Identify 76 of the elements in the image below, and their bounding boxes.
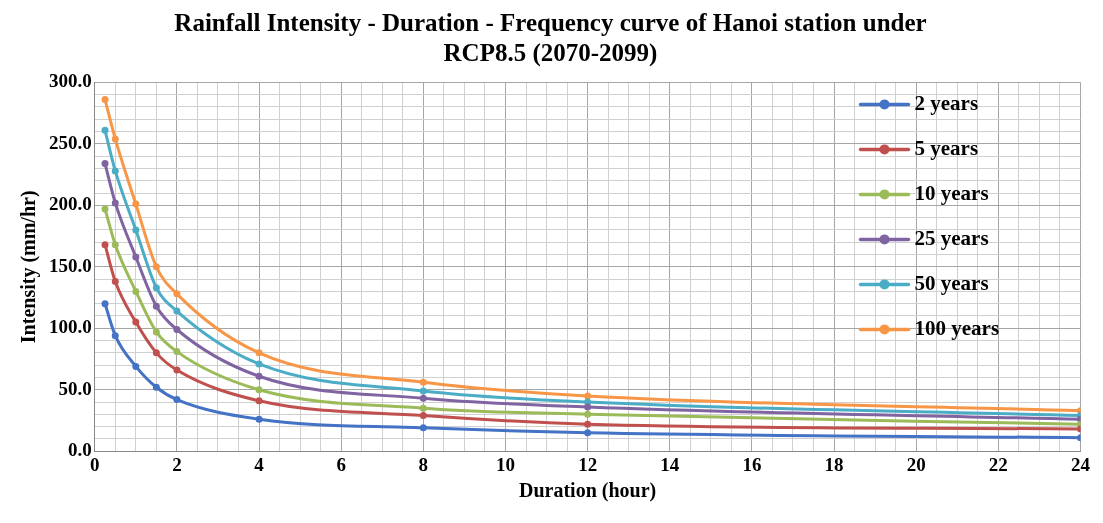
x-tick-label: 2 — [172, 453, 182, 475]
point — [419, 394, 427, 402]
point — [584, 420, 592, 428]
point — [152, 302, 160, 310]
point — [101, 205, 109, 213]
y-tick-label: 250.0 — [49, 131, 92, 153]
point — [152, 349, 160, 357]
point — [111, 241, 119, 249]
point — [173, 366, 181, 374]
point — [419, 412, 427, 420]
y-axis-title: Intensity (mm/hr) — [17, 190, 41, 344]
point — [255, 415, 263, 423]
point — [111, 167, 119, 175]
point — [419, 404, 427, 412]
x-tick-label: 24 — [1071, 453, 1091, 475]
x-tick-label: 20 — [906, 453, 926, 475]
point — [132, 287, 140, 295]
point — [173, 326, 181, 333]
point — [111, 199, 119, 207]
legend-label: 25 years — [914, 225, 989, 250]
point — [173, 307, 181, 315]
point — [152, 383, 160, 391]
point — [584, 403, 592, 411]
point — [173, 396, 181, 404]
x-tick-label: 6 — [336, 453, 346, 475]
y-tick-label: 300.0 — [49, 70, 92, 92]
point — [255, 360, 263, 368]
x-axis-title: Duration (hour) — [519, 479, 657, 503]
x-tick-label: 18 — [824, 453, 844, 475]
point — [255, 397, 263, 405]
x-tick-label: 12 — [578, 453, 598, 475]
legend-label: 10 years — [914, 180, 989, 205]
point — [111, 135, 119, 143]
point — [255, 372, 263, 380]
point — [152, 284, 160, 292]
point — [132, 200, 140, 208]
chart-title: Rainfall Intensity - Duration - Frequency curve of Hanoi station under RCP8.5 (2070-2099) — [173, 8, 928, 68]
point — [101, 300, 109, 308]
point — [111, 332, 119, 340]
point — [584, 410, 592, 418]
point — [173, 290, 181, 298]
legend-label: 5 years — [914, 135, 979, 160]
point — [132, 318, 140, 326]
point — [132, 253, 140, 261]
y-tick-label: 50.0 — [58, 377, 92, 399]
point — [255, 349, 263, 357]
x-tick-label: 14 — [660, 453, 680, 475]
point — [255, 386, 263, 394]
point — [111, 278, 119, 286]
point — [132, 362, 140, 370]
y-tick-label: 0.0 — [68, 439, 92, 461]
point — [152, 328, 160, 336]
x-tick-label: 4 — [254, 453, 265, 475]
point — [419, 424, 427, 432]
point — [132, 226, 140, 234]
point — [101, 160, 109, 168]
point — [584, 429, 592, 437]
legend-label: 100 years — [914, 315, 1000, 340]
point — [152, 263, 160, 271]
point — [101, 96, 109, 104]
x-tick-label: 8 — [418, 453, 429, 475]
point — [419, 387, 427, 395]
point — [101, 241, 109, 249]
point — [101, 126, 109, 134]
x-tick-label: 0 — [90, 453, 100, 475]
y-tick-label: 100.0 — [49, 316, 92, 338]
y-tick-label: 200.0 — [49, 193, 92, 215]
x-tick-label: 10 — [495, 453, 515, 475]
x-tick-label: 16 — [742, 453, 762, 475]
point — [173, 348, 181, 356]
point — [419, 378, 427, 386]
point — [584, 392, 592, 400]
x-tick-label: 22 — [988, 453, 1008, 475]
legend-label: 2 years — [914, 90, 979, 115]
legend-label: 50 years — [914, 270, 989, 295]
y-tick-label: 150.0 — [49, 254, 92, 276]
